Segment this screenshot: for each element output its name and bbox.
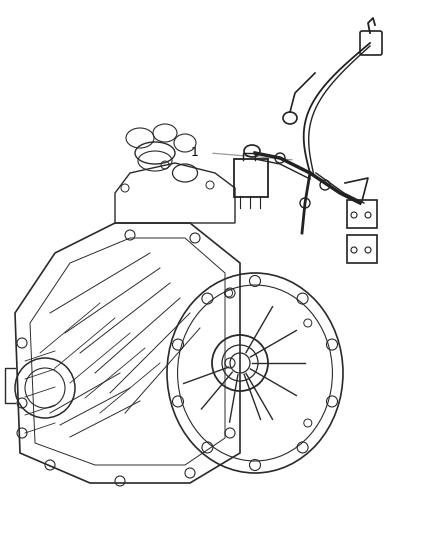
Text: 1: 1	[191, 147, 199, 159]
